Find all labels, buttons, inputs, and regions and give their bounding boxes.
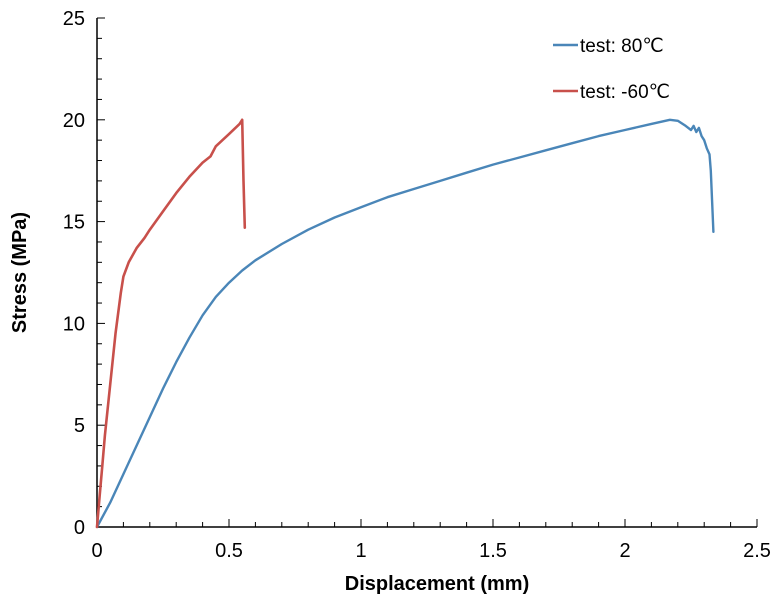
ticks: 0 5 10 15 20 25 0 0.5 1 1.5 2 2.5 [63, 8, 771, 562]
series-line-80c [95, 118, 715, 529]
legend: test: 80℃ test: -60℃ [553, 36, 670, 103]
x-tick-label: 0.5 [215, 540, 243, 562]
x-axis-title: Displacement (mm) [345, 573, 530, 595]
series [95, 118, 715, 529]
axes [96, 18, 757, 528]
y-tick-label: 5 [74, 415, 85, 437]
legend-label: test: -60℃ [580, 82, 670, 103]
series-line-minus60c [95, 118, 247, 529]
y-tick-label: 15 [63, 212, 85, 234]
y-tick-label: 20 [63, 110, 85, 132]
y-tick-label: 25 [63, 8, 85, 30]
y-axis-title: Stress (MPa) [9, 212, 31, 333]
x-tick-label: 1.5 [479, 540, 507, 562]
x-tick-label: 2.5 [743, 540, 771, 562]
y-tick-label: 10 [63, 313, 85, 335]
legend-label: test: 80℃ [580, 36, 664, 57]
x-tick-label: 1 [355, 540, 366, 562]
x-tick-label: 0 [91, 540, 102, 562]
y-tick-label: 0 [74, 517, 85, 539]
x-tick-label: 2 [619, 540, 630, 562]
